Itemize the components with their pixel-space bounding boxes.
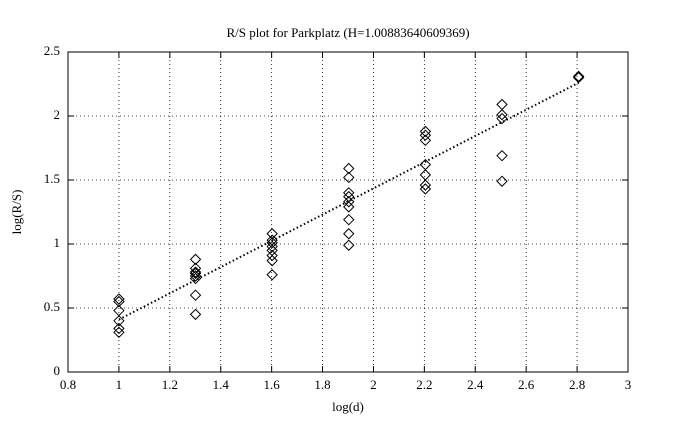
x-tick-label: 1 — [116, 377, 123, 392]
data-point — [113, 315, 125, 327]
data-point — [343, 201, 355, 213]
x-tick-label: 2 — [370, 377, 377, 392]
data-point — [266, 237, 278, 249]
data-point — [343, 196, 355, 208]
data-point — [113, 322, 125, 335]
y-axis-label: log(R/S) — [9, 190, 24, 235]
y-tick-label: 2 — [54, 107, 61, 122]
data-point — [343, 162, 355, 175]
data-point — [266, 228, 278, 240]
data-point — [189, 267, 202, 280]
data-point — [496, 149, 508, 162]
data-point — [189, 272, 202, 285]
data-point — [189, 289, 202, 301]
data-point — [266, 254, 278, 267]
data-point — [343, 213, 355, 226]
data-point — [113, 293, 125, 305]
x-tick-label: 1.8 — [314, 377, 330, 392]
y-tick-label: 0 — [54, 363, 61, 378]
y-tick-label: 1 — [54, 235, 61, 250]
data-point — [496, 112, 508, 125]
data-point — [189, 270, 202, 282]
x-tick-label: 1.6 — [264, 377, 281, 392]
x-tick-label: 2.8 — [569, 377, 585, 392]
data-point — [419, 125, 432, 138]
x-tick-label: 2.4 — [467, 377, 484, 392]
data-point — [572, 70, 585, 83]
x-tick-label: 0.8 — [60, 377, 76, 392]
data-point — [343, 187, 355, 199]
data-point — [496, 109, 508, 121]
data-point — [189, 308, 202, 321]
data-point — [113, 326, 125, 339]
data-point — [419, 134, 432, 147]
data-point — [266, 249, 278, 262]
x-axis-label: log(d) — [332, 399, 364, 414]
y-tick-label: 1.5 — [44, 171, 60, 186]
data-point — [419, 179, 432, 191]
y-tick-label: 2.5 — [44, 43, 60, 58]
data-point — [266, 269, 278, 281]
data-point — [496, 175, 508, 187]
data-point — [343, 239, 355, 251]
x-tick-label: 2.2 — [416, 377, 432, 392]
data-point — [419, 183, 432, 195]
x-tick-label: 3 — [625, 377, 632, 392]
plot-frame — [67, 51, 629, 373]
x-tick-label: 1.2 — [162, 377, 178, 392]
data-point — [189, 253, 202, 266]
x-tick-label: 2.6 — [518, 377, 535, 392]
data-point — [189, 266, 202, 278]
y-tick-label: 0.5 — [44, 299, 60, 314]
chart-title: R/S plot for Parkplatz (H=1.008836406093… — [226, 25, 469, 40]
data-point — [572, 71, 585, 84]
data-point — [419, 129, 432, 141]
data-point — [343, 228, 355, 240]
data-point — [113, 295, 125, 308]
data-point — [343, 171, 355, 184]
x-tick-label: 1.4 — [213, 377, 230, 392]
data-point — [266, 240, 278, 253]
